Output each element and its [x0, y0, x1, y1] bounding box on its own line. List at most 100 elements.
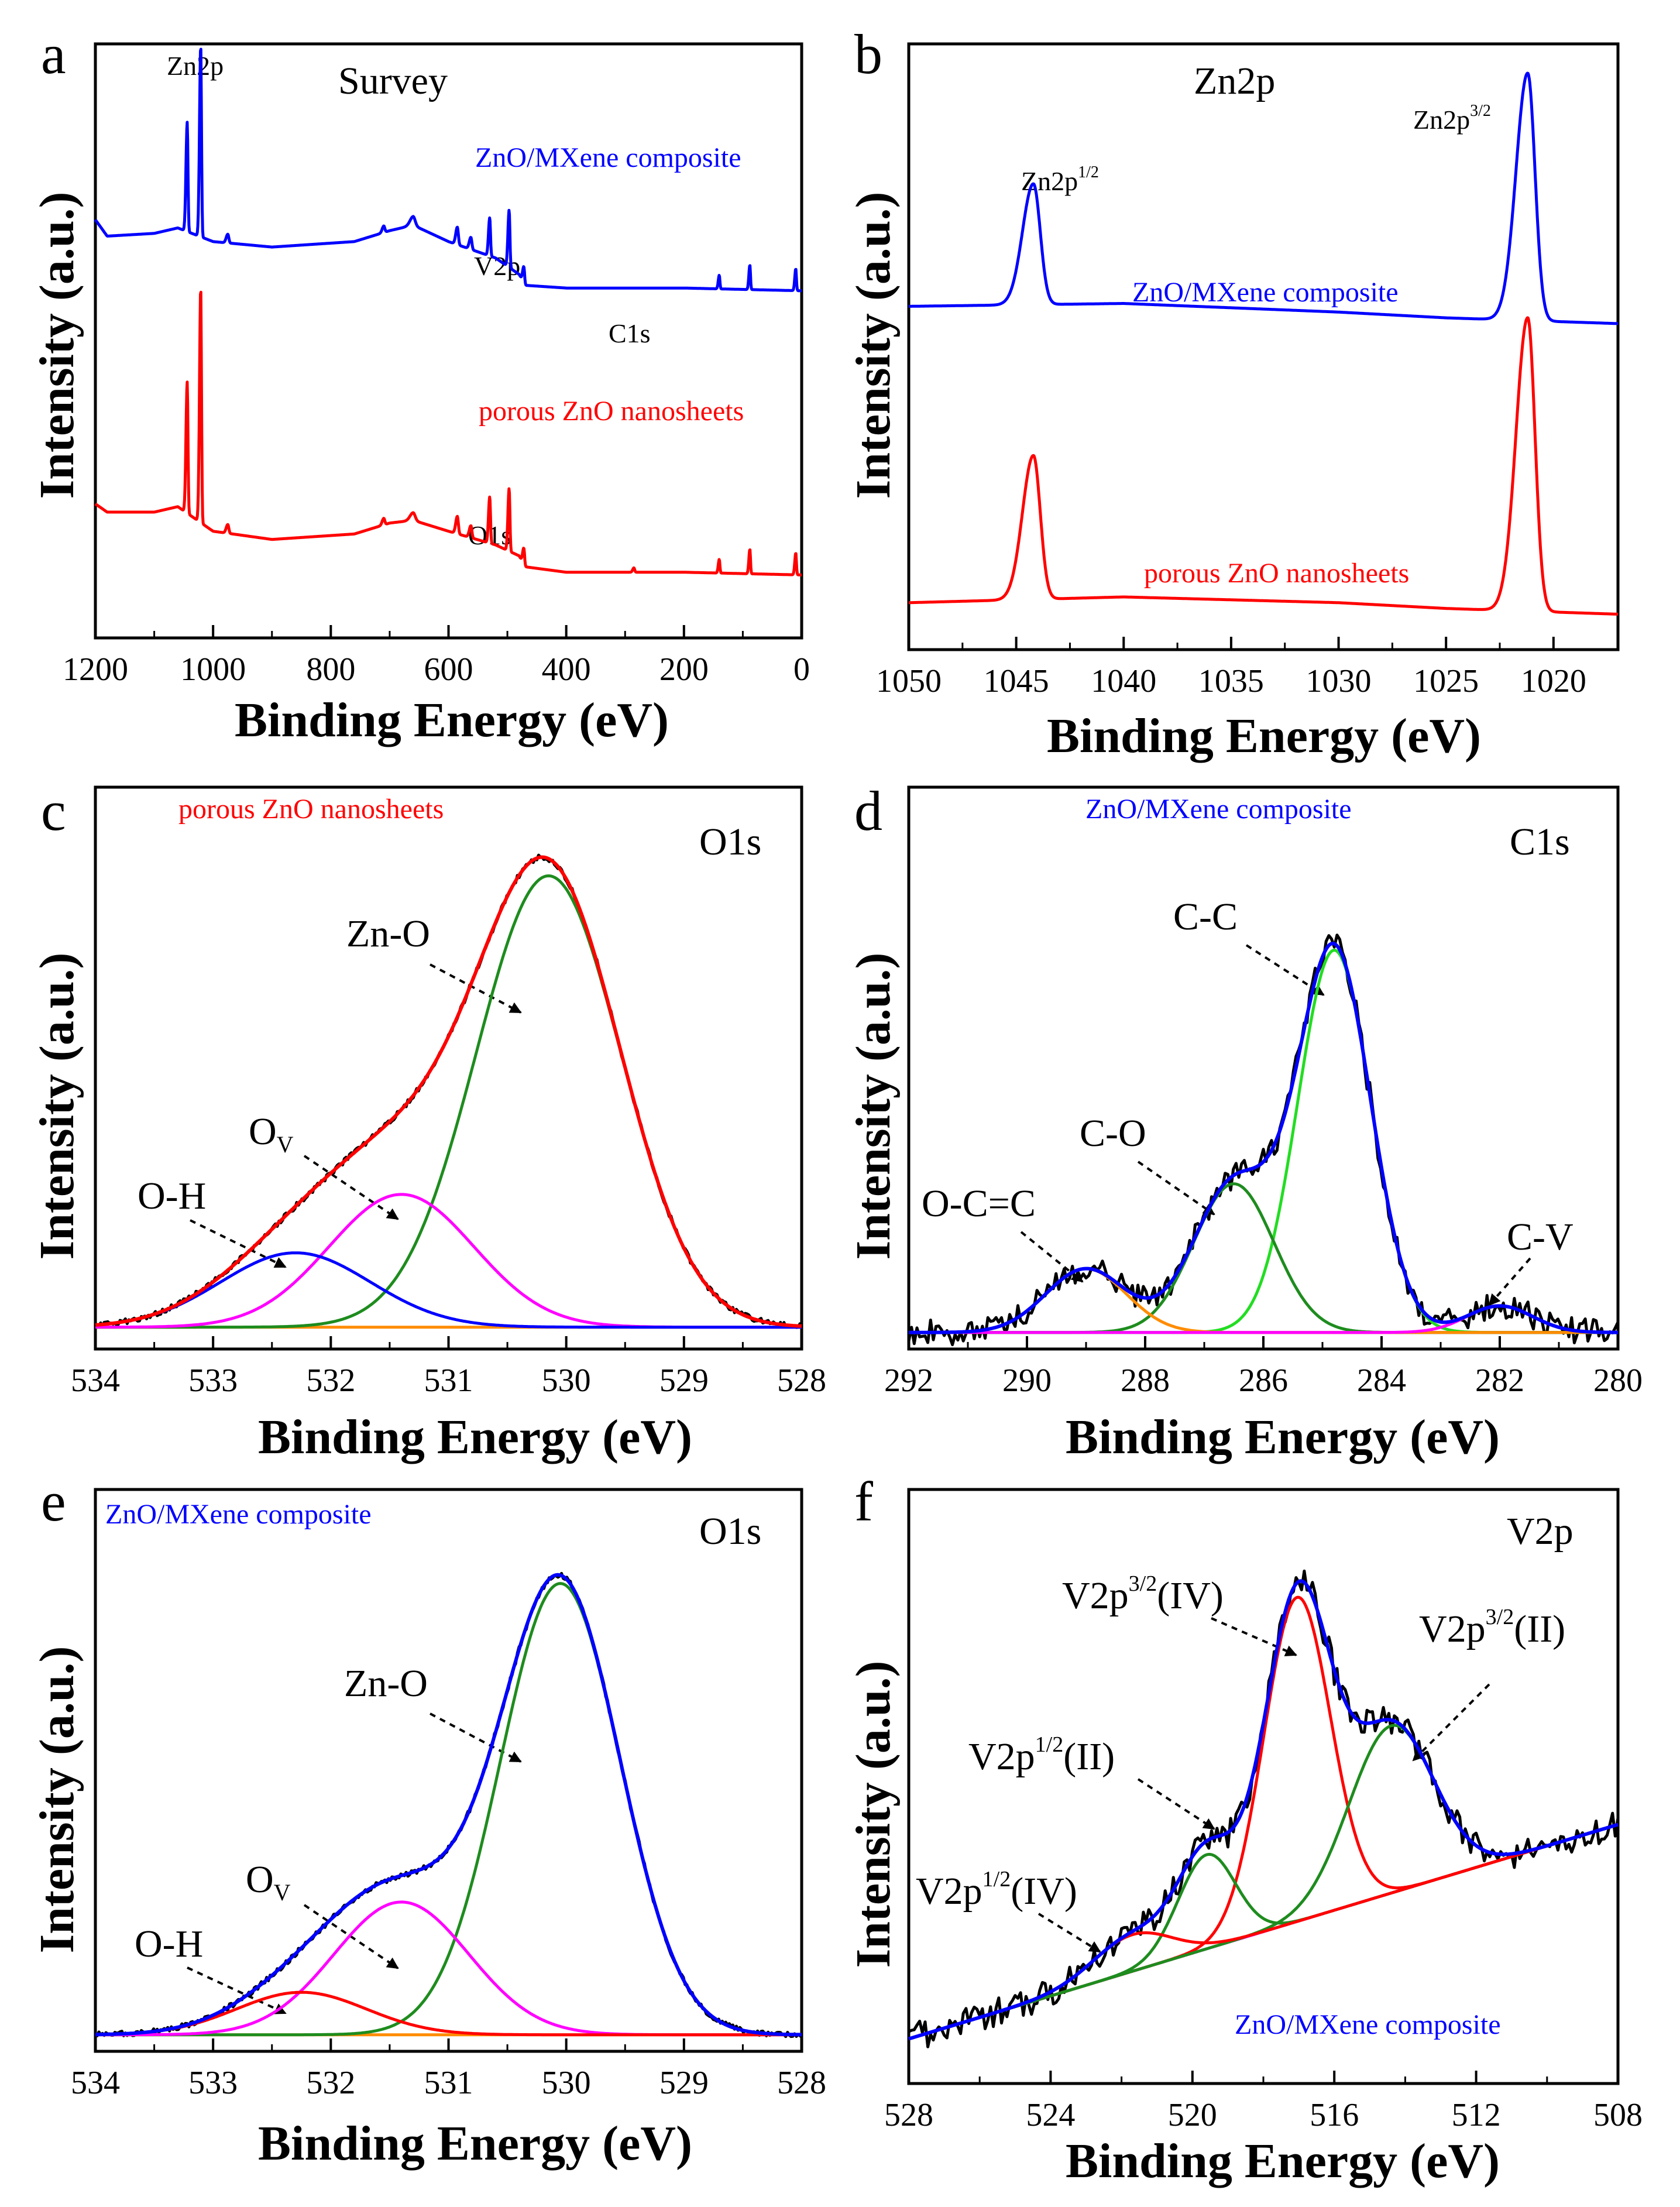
annotation-arrow [1211, 1617, 1297, 1656]
series-line-porous-zno-nanosheets [908, 316, 1619, 616]
panel-title: Survey [338, 60, 448, 102]
annotation-arrow [1412, 1683, 1490, 1762]
legend-label: porous ZnO nanosheets [479, 396, 744, 427]
annotation-arrow [303, 1155, 399, 1220]
panel-c: c O1s porous ZnO nanosheets Zn-O OV O-H … [30, 780, 761, 1464]
x-tick-label: 1030 [1306, 663, 1372, 699]
legend-label: ZnO/MXene composite [1235, 2009, 1501, 2040]
axes-f: 528 524 520 516 512 508 [884, 1488, 1643, 2133]
x-tick-label: 1035 [1198, 663, 1264, 699]
x-tick-label: 524 [1026, 2097, 1075, 2133]
series-line-zno-mxene-composite [94, 47, 803, 293]
x-axis-title: Binding Energy (eV) [258, 2116, 692, 2171]
panel-title: C1s [1510, 821, 1570, 863]
panel-f: f V2p ZnO/MXene composite V2p3/2(IV) V2p… [846, 1470, 1574, 2188]
x-tick-label: 531 [424, 1362, 473, 1399]
x-axis-title: Binding Energy (eV) [258, 1410, 692, 1464]
x-tick-label: 532 [306, 2065, 355, 2101]
x-tick-label: 0 [793, 651, 810, 688]
raw-data-line [907, 933, 1620, 1347]
axes-d: 292 290 288 286 284 282 280 [884, 785, 1643, 1399]
x-tick-label: 280 [1593, 1362, 1643, 1399]
annotation-label: O-C=C [922, 1182, 1036, 1225]
legend-label: porous ZnO nanosheets [1144, 558, 1409, 589]
x-tick-label: 600 [424, 651, 473, 688]
panel-e: e O1s ZnO/MXene composite Zn-O OV O-H In… [30, 1470, 761, 2171]
series-line-porous-zno-nanosheets [94, 290, 803, 576]
x-tick-label: 528 [884, 2097, 933, 2133]
x-tick-label: 530 [542, 2065, 591, 2101]
annotation-label: V2p1/2(IV) [916, 1867, 1077, 1913]
annotation-label: C-C [1173, 895, 1238, 938]
x-tick-label: 290 [1002, 1362, 1052, 1399]
series-line-zno-mxene-composite [908, 71, 1619, 325]
annotation-arrow [1037, 1913, 1101, 1953]
x-tick-label: 529 [659, 2065, 709, 2101]
annotation-arrow [1020, 1231, 1084, 1283]
x-tick-label: 528 [777, 1362, 826, 1399]
x-tick-label: 286 [1239, 1362, 1288, 1399]
annotation-label: Zn-O [344, 1662, 428, 1705]
legend-label: ZnO/MXene composite [105, 1499, 372, 1530]
y-axis-title: Intensity (a.u.) [846, 191, 901, 499]
x-tick-label: 528 [777, 2065, 826, 2101]
panel-letter: d [854, 780, 882, 842]
x-tick-label: 1000 [180, 651, 246, 688]
annotation-arrow [1245, 944, 1325, 996]
x-tick-label: 282 [1475, 1362, 1524, 1399]
x-tick-label: 534 [71, 2065, 120, 2101]
x-tick-label: 200 [659, 651, 709, 688]
panel-a: a Survey Zn2p V2p C1s O1s ZnO/MXene comp… [30, 23, 744, 747]
x-tick-label: 520 [1168, 2097, 1217, 2133]
x-tick-label: 1200 [63, 651, 128, 688]
y-axis-title: Intensity (a.u.) [30, 191, 84, 499]
annotation-label: V2p3/2(IV) [1062, 1571, 1224, 1617]
annotation-label: Zn2p [167, 51, 224, 81]
annotation-label: V2p3/2(II) [1419, 1605, 1565, 1650]
x-tick-label: 400 [542, 651, 591, 688]
x-tick-label: 508 [1593, 2097, 1643, 2133]
x-tick-label: 532 [306, 1362, 355, 1399]
axes-a: 1200 1000 800 600 400 200 0 [63, 42, 810, 688]
x-tick-label: 516 [1310, 2097, 1359, 2133]
envelope-line [908, 941, 1619, 1334]
panel-letter: c [41, 780, 66, 842]
envelope-line [95, 855, 802, 1328]
panel-b: b Zn2p Zn2p1/2 Zn2p3/2 ZnO/MXene composi… [846, 23, 1491, 763]
annotation-label: C1s [609, 318, 651, 348]
panel-letter: e [41, 1470, 66, 1533]
y-axis-title: Intensity (a.u.) [846, 952, 901, 1259]
panel-d: d C1s ZnO/MXene composite C-C C-O O-C=C … [846, 780, 1574, 1464]
annotation-label: Zn-O [346, 912, 430, 955]
x-tick-label: 1040 [1091, 663, 1156, 699]
x-tick-label: 533 [188, 1362, 238, 1399]
x-tick-label: 1025 [1413, 663, 1479, 699]
y-axis-title: Intensity (a.u.) [30, 952, 84, 1259]
x-tick-label: 284 [1357, 1362, 1406, 1399]
x-axis-title: Binding Energy (eV) [235, 693, 669, 747]
annotation-arrow [303, 1904, 399, 1969]
annotation-arrow [1137, 1161, 1215, 1216]
y-axis-title: Intensity (a.u.) [30, 1646, 84, 1953]
legend-label: porous ZnO nanosheets [178, 794, 444, 825]
panel-letter: b [854, 23, 882, 85]
x-tick-label: 800 [306, 651, 355, 688]
axes-frame [907, 42, 1620, 651]
envelope-line [908, 1579, 1619, 2041]
panel-title: O1s [699, 1510, 761, 1553]
component-line-o-h [95, 1990, 802, 2037]
component-line-o-h [95, 1251, 802, 1329]
legend-label: ZnO/MXene composite [1132, 277, 1399, 308]
panel-title: O1s [699, 821, 761, 863]
panel-letter: f [854, 1470, 873, 1533]
annotation-label: O-H [138, 1175, 206, 1217]
x-tick-label: 1020 [1521, 663, 1586, 699]
x-tick-label: 292 [884, 1362, 933, 1399]
annotation-label: C-O [1080, 1112, 1146, 1155]
x-tick-label: 533 [188, 2065, 238, 2101]
annotation-arrow [187, 1966, 287, 2014]
axes-c: 534 533 532 531 530 529 528 [71, 785, 826, 1399]
x-tick-label: 1045 [984, 663, 1049, 699]
